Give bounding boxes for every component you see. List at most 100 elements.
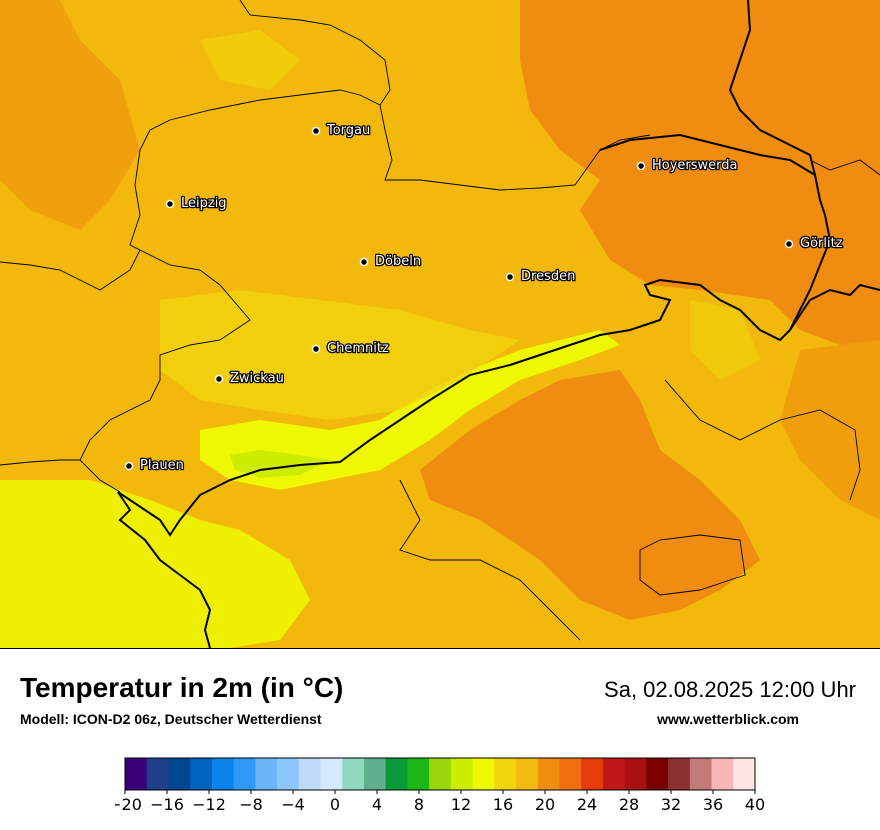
legend-swatch [407,758,430,790]
legend-swatch [689,758,713,790]
legend-tick-label: −4 [281,795,305,814]
city-label-dresden: Dresden [521,269,575,284]
legend-tick-label: 4 [372,795,382,814]
legend-swatch [385,758,408,790]
lightyellow-zone-east [690,300,760,380]
legend-swatch [537,758,560,790]
legend-tick-label: 0 [330,795,340,814]
legend-swatch [450,758,474,790]
border-west-lower [0,459,80,466]
city-label-plauen: Plauen [140,458,184,473]
legend-swatch [602,758,626,790]
city-label-doebeln: Döbeln [375,254,421,269]
city-label-hoyerswerda: Hoyerswerda [652,158,738,173]
yellow-zone-erzgebirge [200,330,620,490]
legend-swatch [168,758,191,790]
city-dot-dresden [505,272,515,282]
legend-swatch [320,758,343,790]
legend-swatch [363,758,387,790]
warm-zones [0,0,880,620]
map-title: Temperatur in 2m (in °C) [20,672,344,703]
legend-tick-label: 40 [745,795,765,814]
lightyellow-zone-northwest [200,30,300,90]
model-subtitle: Modell: ICON-D2 06z, Deutscher Wetterdie… [20,711,322,727]
legend-border [124,757,756,791]
legend-swatch [211,758,235,790]
legend-swatch [668,758,691,790]
website-link[interactable]: www.wetterblick.com [657,711,799,727]
legend-swatch [277,758,300,790]
city-dot-chemnitz [311,344,321,354]
legend-swatch [255,758,278,790]
legend-swatch [581,758,604,790]
border-germany-poland-east [789,283,880,331]
legend-swatch [624,758,647,790]
legend-swatch [711,758,734,790]
border-east-internal [664,379,861,501]
legend-swatch [472,758,495,790]
border-germany-czech [117,278,791,537]
cool-zones [0,30,760,648]
legend-tick-label: 32 [661,795,681,814]
city-label-chemnitz: Chemnitz [327,341,389,356]
temperature-map: Torgau Leipzig Hoyerswerda Görlitz Döbel… [0,0,880,649]
legend-tick-label: −12 [192,795,226,814]
border-czech-region [639,534,746,596]
city-dot-plauen [124,461,134,471]
legend-tick-label: −16 [150,795,184,814]
legend-swatch [559,758,582,790]
map-canvas: Torgau Leipzig Hoyerswerda Görlitz Döbel… [0,0,880,648]
border-east-poland [809,159,880,176]
city-dot-hoyerswerda [636,161,646,171]
legend-swatch [125,758,148,790]
forecast-datetime: Sa, 02.08.2025 12:00 Uhr [604,677,856,702]
warm-zone-northeast [520,0,880,345]
legend-tick-label: 16 [493,795,513,814]
legend-tick-label: 24 [577,795,597,814]
legend-tick-label: 20 [535,795,555,814]
legend-swatch [494,758,517,790]
color-legend: −20 −16 −12 −8 −4 0 4 8 12 16 20 24 28 32 36 40 [108,756,770,822]
warm-zone-bohemia [420,370,760,620]
cities: Torgau Leipzig Hoyerswerda Görlitz Döbel… [124,122,844,474]
legend-swatch [190,758,213,790]
legend-swatch [733,758,756,790]
border-germany-poland [728,0,832,331]
legend-swatch [233,758,256,790]
country-borders [117,0,880,648]
border-czech-internal [399,479,581,641]
border-west-saxony [79,129,251,493]
city-label-leipzig: Leipzig [181,196,227,211]
city-label-goerlitz: Görlitz [800,236,843,251]
border-germany-czech-west [117,491,212,648]
city-dot-leipzig [165,199,175,209]
city-label-torgau: Torgau [326,123,370,138]
yellow-zone-southwest [0,480,310,648]
city-dot-zwickau [214,374,224,384]
legend-tick-label: 12 [451,795,471,814]
legend-swatch [342,758,365,790]
city-dot-doebeln [359,257,369,267]
border-brandenburg [239,0,391,106]
border-west-thuringia [0,249,141,291]
legend-swatch [146,758,169,790]
legend-swatch [429,758,452,790]
border-east-lusatia [599,133,816,176]
legend-swatch [516,758,539,790]
legend-tick-label: 36 [703,795,723,814]
city-label-zwickau: Zwickau [230,371,284,386]
legend-tick-label: −20 [115,795,142,814]
legend-swatch [646,758,669,790]
city-dot-goerlitz [784,239,794,249]
city-dot-torgau [311,126,321,136]
legend-tick-label: −8 [239,795,263,814]
warm-zone-east-plateau [780,340,880,520]
legend-tick-label: 8 [414,795,424,814]
legend-swatch [298,758,322,790]
warm-zone-northwest [0,0,140,230]
legend-tick-label: 28 [619,795,639,814]
border-north-saxony [149,89,651,191]
state-borders [0,0,880,641]
legend-canvas: −20 −16 −12 −8 −4 0 4 8 12 16 20 24 28 32 36 40 [108,757,765,814]
lightyellow-zone-central [160,290,520,420]
